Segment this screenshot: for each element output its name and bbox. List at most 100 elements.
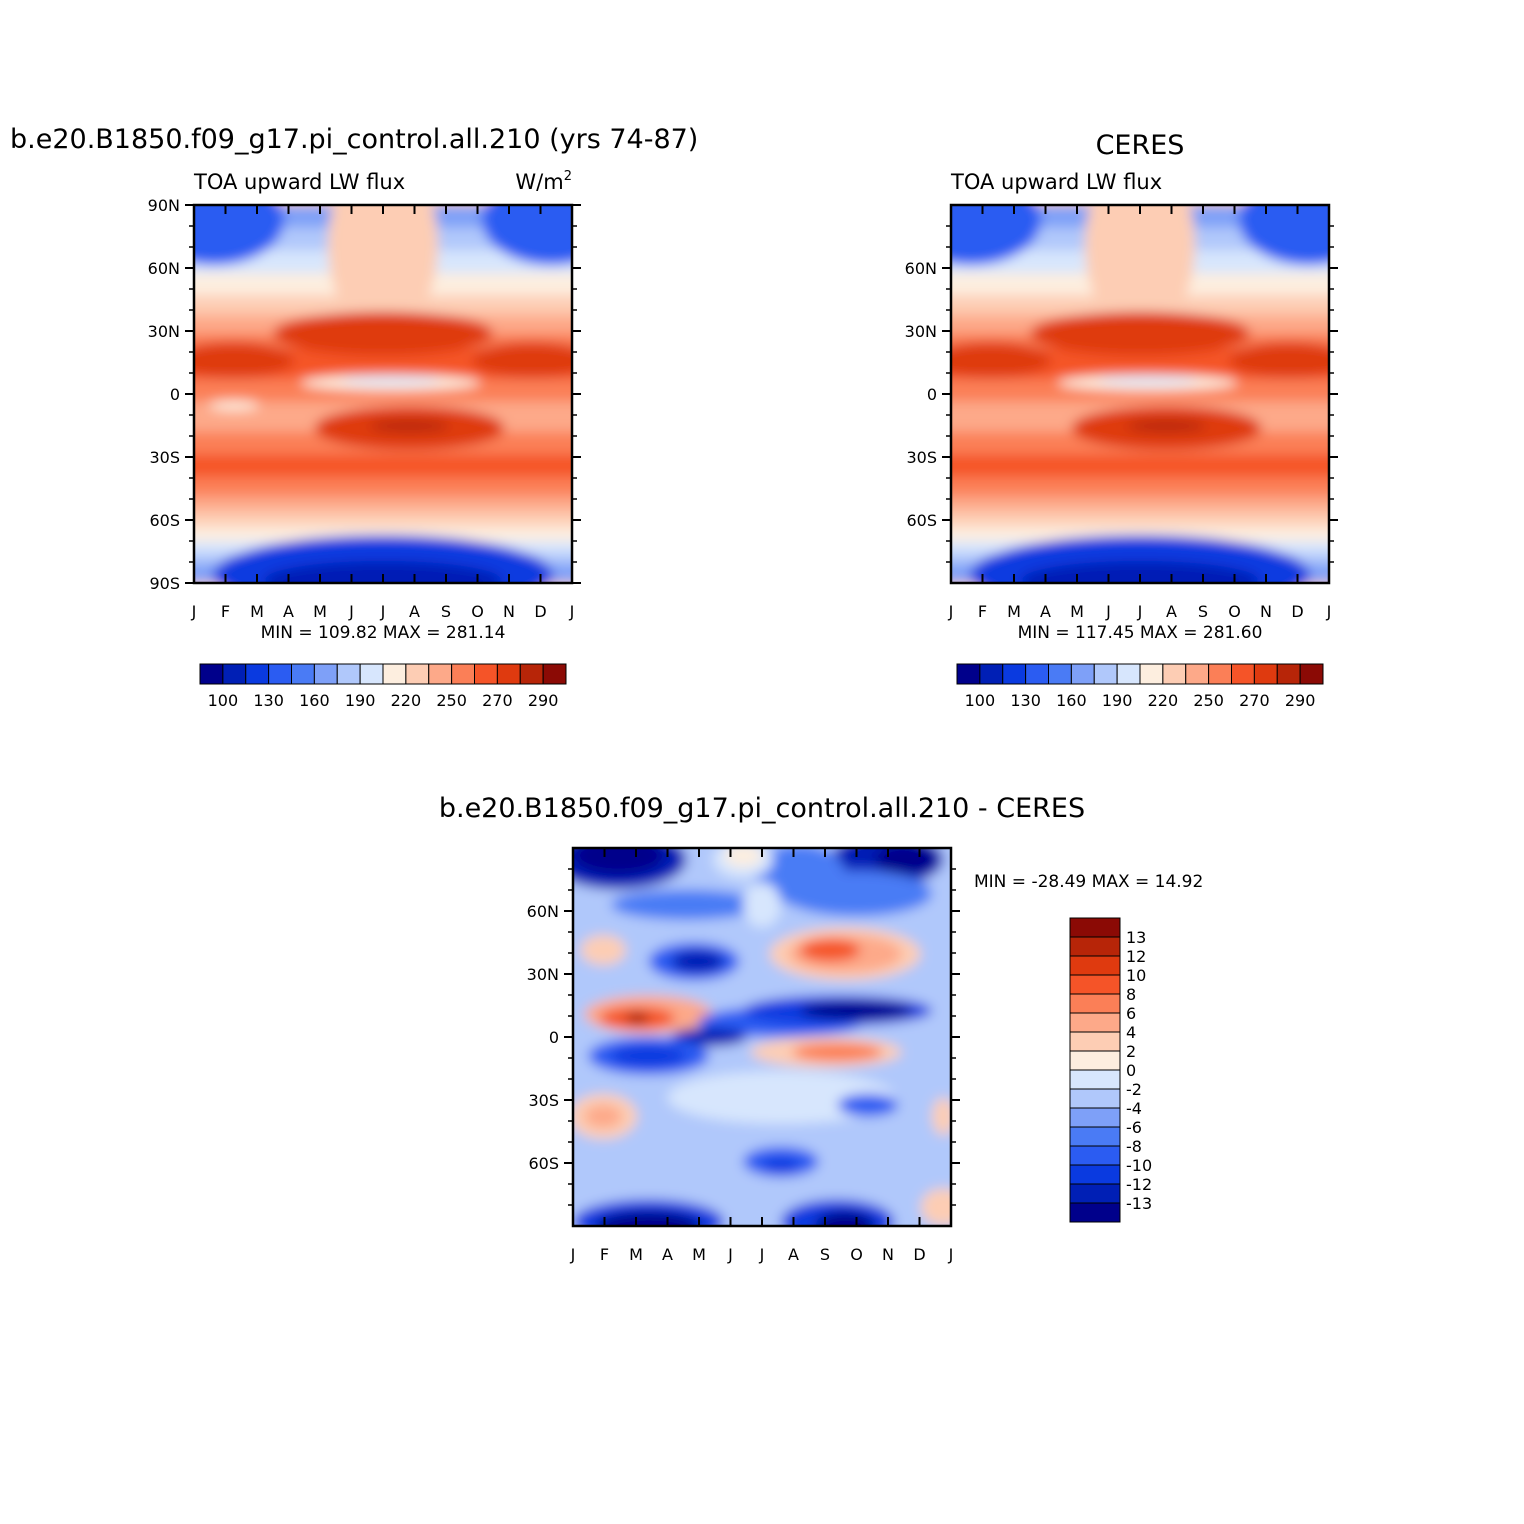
panel-difference-colorbar-label: 13 <box>1126 928 1146 947</box>
panel-difference-contour-region <box>875 848 936 875</box>
panel-ceres-contour-region <box>1239 205 1329 265</box>
panel-model-contour-region <box>340 376 441 385</box>
panel-difference-x-tick-label: J <box>948 1245 954 1264</box>
panel-ceres-colorbar-label: 190 <box>1102 691 1133 710</box>
panel-ceres-y-tick-label: 60S <box>906 511 937 530</box>
panel-difference-colorbar-label: -13 <box>1126 1194 1152 1213</box>
panel-difference-min-max: MIN = -28.49 MAX = 14.92 <box>974 872 1203 892</box>
panel-difference-x-tick-label: J <box>759 1245 765 1264</box>
panel-ceres-colorbar-label: 130 <box>1010 691 1041 710</box>
panel-difference-colorbar-swatch <box>1069 1202 1121 1223</box>
panel-difference-contour-region <box>799 1001 914 1020</box>
panel-model-colorbar-swatch <box>496 663 521 685</box>
panel-ceres-field <box>951 205 1329 583</box>
panel-ceres-colorbar: 100 130 160 190 220 250 270 290 <box>956 663 1324 710</box>
panel-model-colorbar-swatch <box>359 663 384 685</box>
panel-ceres-latitude-band <box>951 477 1329 497</box>
panel-difference-colorbar-label: 6 <box>1126 1004 1136 1023</box>
panel-model-y-tick-label: 0 <box>170 385 180 404</box>
panel-model-y-tick-label: 90N <box>148 196 180 215</box>
panel-model-contour-region <box>263 561 503 583</box>
panel-difference-plot-area <box>573 848 951 1226</box>
panel-model-colorbar-swatch <box>313 663 338 685</box>
panel-model-x-tick-label: J <box>191 602 197 621</box>
panel-difference-y-tick-label: 60S <box>528 1154 559 1173</box>
panel-ceres-x-tick-label: F <box>978 602 987 621</box>
panel-difference-contour-region <box>762 1157 800 1174</box>
panel-model-colorbar-swatch <box>474 663 498 685</box>
panel-difference-colorbar-label: -4 <box>1126 1099 1142 1118</box>
panel-ceres-colorbar-swatch <box>1276 663 1301 685</box>
panel-model-colorbar-swatch <box>336 663 361 685</box>
panel-difference-colorbar-label: -6 <box>1126 1118 1142 1137</box>
panel-model: b.e20.B1850.f09_g17.pi_control.all.210 (… <box>10 124 698 710</box>
panel-difference-x-tick-label: N <box>882 1245 894 1264</box>
panel-ceres-colorbar-label: 250 <box>1193 691 1224 710</box>
panel-ceres-colorbar-swatch <box>956 663 981 685</box>
panel-ceres-x-tick-label: J <box>1326 602 1332 621</box>
panel-ceres-x-tick-label: A <box>1040 602 1051 621</box>
panel-difference-colorbar-swatch <box>1069 1126 1121 1147</box>
panel-ceres-y-tick-label: 60N <box>905 259 937 278</box>
panel-difference-x-tick-label: S <box>820 1245 830 1264</box>
panel-difference-colorbar-swatch <box>1069 1164 1121 1185</box>
panel-model-x-tick-label: M <box>250 602 264 621</box>
panel-difference-y-tick-label: 60N <box>527 902 559 921</box>
panel-ceres-colorbar-swatch <box>1253 663 1278 685</box>
panel-model-y-tick-label: 30S <box>149 448 180 467</box>
panel-ceres-latitude-band <box>951 496 1329 512</box>
panel-ceres-contour-region <box>1126 420 1207 433</box>
panel-model-colorbar-swatch <box>451 663 475 685</box>
panel-ceres-y-tick-label: 30S <box>906 448 937 467</box>
panel-model-latitude-band <box>194 526 572 542</box>
panel-difference-contour-region <box>595 1210 702 1226</box>
panel-model-x-tick-label: N <box>503 602 515 621</box>
panel-model-x-tick-label: J <box>348 602 354 621</box>
panel-difference-title: b.e20.B1850.f09_g17.pi_control.all.210 -… <box>439 793 1085 824</box>
panel-model-contour-region <box>273 311 493 356</box>
panel-model-x-tick-label: J <box>569 602 575 621</box>
panel-model-colorbar-label: 160 <box>299 691 330 710</box>
panel-difference-colorbar-swatch <box>1069 1088 1121 1109</box>
panel-ceres-contour-region <box>951 341 1051 378</box>
panel-ceres-colorbar-swatch <box>1139 663 1164 685</box>
panel-difference-field <box>573 848 951 1226</box>
panel-model-units: W/m2 <box>515 169 572 194</box>
panel-model-x-tick-label: F <box>221 602 230 621</box>
panel-difference-contour-region <box>724 848 762 867</box>
panel-ceres-colorbar-swatch <box>1093 663 1118 685</box>
panel-ceres-x-tick-label: O <box>1228 602 1241 621</box>
panel-difference-contour-region <box>743 882 781 928</box>
panel-difference-colorbar-swatch <box>1069 1031 1121 1052</box>
panel-ceres-colorbar-swatch <box>1185 663 1210 685</box>
panel-ceres-latitude-band <box>951 511 1329 527</box>
panel-difference-contour-region <box>625 1013 649 1023</box>
panel-model-colorbar-swatch <box>428 663 453 685</box>
panel-ceres-x-tick-label: J <box>1137 602 1143 621</box>
panel-model-y-tick-label: 60S <box>149 511 180 530</box>
panel-model-colorbar-swatch <box>405 663 430 685</box>
panel-difference-colorbar-label: 8 <box>1126 985 1136 1004</box>
panel-model-x-tick-label: M <box>313 602 327 621</box>
panel-ceres-y-tick-label: 0 <box>927 385 937 404</box>
panel-model-contour-region <box>328 205 438 335</box>
panel-difference-colorbar-swatch <box>1069 917 1121 938</box>
panel-difference-contour-region <box>580 934 626 966</box>
panel-difference-colorbar-swatch <box>1069 1145 1121 1166</box>
panel-model-colorbar-label: 250 <box>436 691 467 710</box>
panel-ceres-min-max: MIN = 117.45 MAX = 281.60 <box>1018 623 1263 643</box>
panel-ceres-y-tick-label: 30N <box>905 322 937 341</box>
panel-model-x-tick-label: A <box>409 602 420 621</box>
panel-difference-colorbar-swatch <box>1069 936 1121 957</box>
panel-difference-x-tick-label: M <box>692 1245 706 1264</box>
panel-difference-colorbar-label: 0 <box>1126 1061 1136 1080</box>
panel-model-min-max: MIN = 109.82 MAX = 281.14 <box>261 623 506 643</box>
panel-difference-contour-region <box>792 1042 883 1062</box>
panel-ceres-colorbar-swatch <box>1162 663 1187 685</box>
panel-difference-y-tick-label: 0 <box>549 1028 559 1047</box>
panel-model-contour-region <box>369 420 450 433</box>
panel-difference-contour-region <box>573 848 664 875</box>
